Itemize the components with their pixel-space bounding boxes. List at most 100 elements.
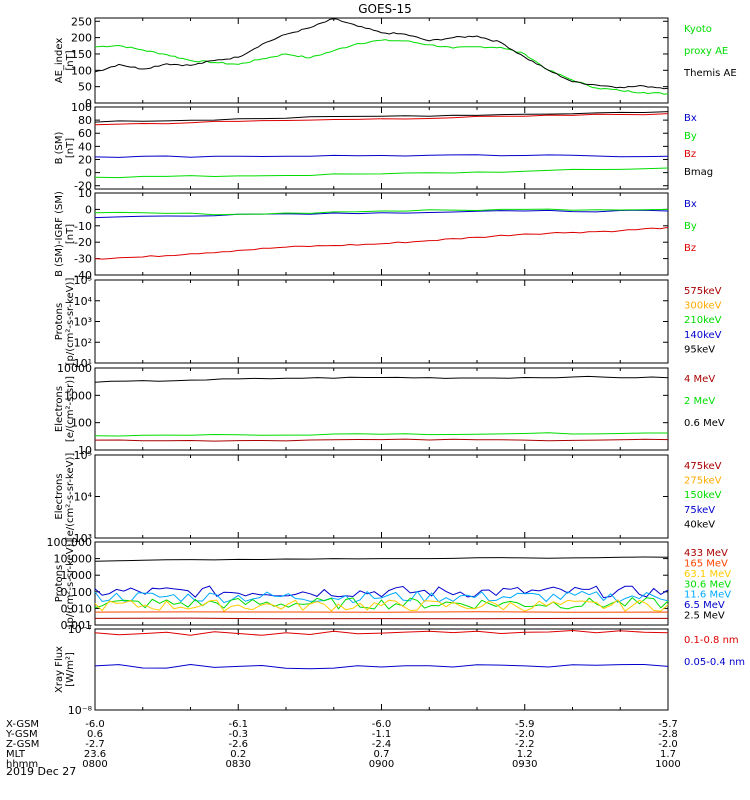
y-tick-label: 60 [78,127,92,140]
y-tick-label: 40 [78,140,92,153]
y-tick-label: 10⁻⁷ [68,623,92,636]
footer-value: -1.1 [372,729,392,740]
footer-value: -2.6 [228,739,248,750]
series-line [94,663,669,670]
y-tick-label: 150 [71,48,92,61]
footer-value: 0800 [82,759,107,770]
legend-entry: Bz [684,243,696,254]
y-axis-label: Electrons [54,386,65,432]
footer-value: 0830 [226,759,251,770]
y-tick-label: 10¹ [74,357,92,370]
series-line [94,629,669,636]
series-line [94,617,668,620]
panel-frame [94,192,669,276]
y-axis-label: B (SM) [54,131,65,164]
y-tick-label: 100 [71,417,92,430]
y-tick-label: 50 [78,81,92,94]
y-tick-label: 0.010 [61,602,93,615]
footer-row-label: X-GSM [6,719,39,730]
footer-value: 0.2 [230,749,246,760]
y-tick-label: 1000 [64,389,92,402]
y-axis-label: Electrons [54,473,65,519]
legend-entry: 475keV [684,461,722,472]
panel-frame [94,17,669,104]
legend-entry: 30.6 MeV [684,579,731,590]
series-line [94,375,669,383]
y-tick-label: 0 [85,97,92,110]
y-axis-label: AE_index [54,38,65,84]
footer-value: 23.6 [84,749,106,760]
series-line [94,209,669,219]
y-tick-label: 10² [74,336,92,349]
panel-5: 10 100 1000 10000 Electrons [e/(cm²-s-sr)] 4 M… [54,362,725,457]
y-tick-label: -30 [74,253,92,266]
y-tick-label: -10 [74,220,92,233]
legend-entry: proxy AE [684,46,728,57]
legend-entry: Themis AE [683,68,737,79]
footer-value: -6.0 [85,719,105,730]
y-tick-label: 10³ [74,532,92,545]
footer-value: -5.7 [658,719,678,730]
y-axis-label: [nT] [65,50,76,70]
footer-row-label: Z-GSM [6,739,39,750]
panel-1: 0 50 100 150 200 250 AE_index [nT] Kyoto proxy AE… [54,15,737,110]
legend-entry: 300keV [684,301,722,312]
series-line [94,599,669,612]
legend-entry: 40keV [684,519,715,530]
legend-entry: 0.1-0.8 nm [684,635,739,646]
series-line [94,18,669,90]
footer-value: -0.3 [228,729,248,740]
panel-4: 10¹ 10² 10³ 10⁴ 10⁵ Protons [p/(cm²-s-sr-keV)]… [54,274,722,370]
y-axis-label: [p/(cm²-s-sr-keV)] [65,540,76,628]
legend-entry: 11.6 MeV [684,590,731,601]
y-tick-label: 10 [78,444,92,457]
legend-entry: 75keV [684,505,715,516]
y-axis-label: [nT] [65,138,76,158]
panel-7: 0.001 0.010 0.100 1.000 10.000 100.000 Protons… [47,536,732,632]
series-line [94,154,669,158]
footer-value: 1.2 [517,749,533,760]
footer-value: -6.1 [228,719,248,730]
y-tick-label: 0.100 [61,586,93,599]
series-line [94,611,669,613]
footer-value: -5.9 [515,719,535,730]
legend-entry: Bx [684,199,697,210]
y-tick-label: 10.000 [54,553,93,566]
y-tick-label: 10⁴ [74,491,93,504]
footer-row-label: Y-GSM [5,729,38,740]
panel-3: -40 -30 -20 -10 0 10 B (SM)-IGRF (SM) [nT] Bx By B… [54,187,697,282]
y-tick-label: 10000 [57,362,92,375]
figure-title: GOES-15 [358,2,412,16]
legend-entry: 6.5 MeV [684,600,725,611]
footer-value: 1000 [655,759,680,770]
footer-value: 0.7 [374,749,390,760]
footer-value: -2.0 [515,729,535,740]
series-line [94,432,668,437]
y-axis-label: [p/(cm²-s-sr-keV)] [65,278,76,366]
y-tick-label: 100.000 [47,536,93,549]
legend-entry: 0.6 MeV [684,418,725,429]
y-tick-label: 0 [85,167,92,180]
footer-value: 0900 [369,759,394,770]
y-tick-label: 100 [71,64,92,77]
legend-entry: By [684,131,697,142]
series-line [94,167,669,179]
legend-entry: 433 MeV [684,548,728,559]
y-axis-label: [e/(cm²-s-sr-keV)] [65,453,76,541]
footer-value: -2.2 [515,739,535,750]
legend-entry: 575keV [684,286,722,297]
series-line [94,111,669,123]
y-tick-label: 200 [71,32,92,45]
legend-entry: Bz [684,149,696,160]
footer-value: 1.7 [660,749,676,760]
legend-entry: Kyoto [684,24,712,35]
y-tick-label: 1.000 [61,569,93,582]
footer-value: -2.8 [658,729,678,740]
series-line [94,39,669,95]
series-line [94,226,669,260]
legend-entry: 150keV [684,490,722,501]
legend-entry: 63.1 MeV [684,569,731,580]
